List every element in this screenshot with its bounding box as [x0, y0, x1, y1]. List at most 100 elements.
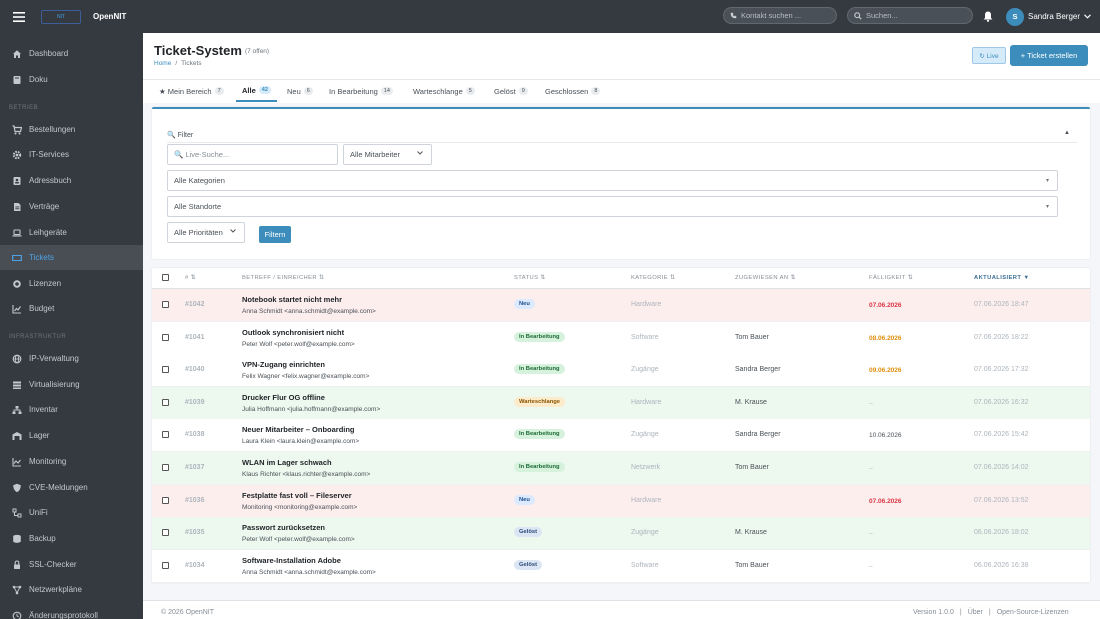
sidebar-item-inventar[interactable]: Inventar	[0, 397, 143, 422]
filter-header[interactable]: 🔍 Filter ▲	[167, 127, 1077, 143]
sidebar-item-ip-verwaltung[interactable]: IP-Verwaltung	[0, 346, 143, 371]
table-header: # ⇅ BETREFF / EINREICHER ⇅ STATUS ⇅ KATE…	[152, 268, 1090, 289]
tab-geloest[interactable]: Gelöst 9	[494, 80, 528, 102]
ticket-id[interactable]: #1040	[185, 366, 205, 374]
table-row[interactable]: #1039 Drucker Flur OG offline Julia Hoffma…	[152, 386, 1090, 420]
table-row[interactable]: #1036 Festplatte fast voll – Fileserver Mo…	[152, 484, 1090, 518]
row-checkbox[interactable]	[162, 301, 169, 308]
table-row[interactable]: #1041 Outlook synchronisiert nicht Peter W…	[152, 321, 1090, 355]
sidebar-item-unifi[interactable]: UniFi	[0, 500, 143, 525]
ticket-id[interactable]: #1034	[185, 561, 205, 569]
user-menu[interactable]: S Sandra Berger	[1006, 7, 1091, 26]
ticket-id[interactable]: #1037	[185, 464, 205, 471]
sidebar-item-aenderungsprotokoll[interactable]: Änderungsprotokoll	[0, 603, 143, 619]
column-header-updated[interactable]: AKTUALISIERT ▼	[974, 275, 1030, 281]
column-header-id[interactable]: # ⇅	[185, 275, 196, 281]
category-select[interactable]: Alle Kategorien ▾	[167, 170, 1058, 191]
sidebar-item-virtualisierung[interactable]: Virtualisierung	[0, 372, 143, 397]
column-header-assignee[interactable]: ZUGEWIESEN AN ⇅	[735, 275, 796, 281]
sidebar-item-adressbuch[interactable]: Adressbuch	[0, 168, 143, 193]
row-checkbox[interactable]	[162, 366, 169, 374]
column-header-category[interactable]: KATEGORIE ⇅	[631, 275, 676, 281]
ticket-subject[interactable]: Outlook synchronisiert nicht	[242, 327, 345, 337]
sidebar-item-lager[interactable]: Lager	[0, 423, 143, 448]
bell-icon[interactable]	[983, 11, 993, 22]
filter-button[interactable]: Filtern	[259, 226, 291, 243]
search-icon	[854, 11, 862, 20]
sidebar-item-netzwerkplaene[interactable]: Netzwerkpläne	[0, 577, 143, 602]
sidebar-item-leihgeraete[interactable]: Leihgeräte	[0, 220, 143, 245]
tab-neu[interactable]: Neu 6	[287, 80, 313, 102]
global-search-input[interactable]: Suchen...	[847, 7, 973, 24]
sidebar-item-ssl-checker[interactable]: SSL-Checker	[0, 552, 143, 577]
sidebar-item-monitoring[interactable]: Monitoring	[0, 449, 143, 474]
live-search-input[interactable]: 🔍 Live-Suche...	[167, 144, 338, 165]
sidebar-item-lizenzen[interactable]: Lizenzen	[0, 271, 143, 296]
sidebar-item-it-services[interactable]: IT-Services	[0, 142, 143, 167]
live-toggle-button[interactable]: ↻ Live	[972, 47, 1006, 64]
sidebar-item-dashboard[interactable]: Dashboard	[0, 41, 143, 66]
sidebar-item-label: IP-Verwaltung	[29, 354, 79, 363]
table-row[interactable]: #1038 Neuer Mitarbeiter – Onboarding Laura…	[152, 419, 1090, 453]
employee-select[interactable]: Alle Mitarbeiter	[343, 144, 432, 165]
tab-alle[interactable]: Alle 42	[236, 80, 277, 102]
ticket-subject[interactable]: Drucker Flur OG offline	[242, 392, 325, 402]
column-header-status[interactable]: STATUS ⇅	[514, 275, 546, 281]
ticket-subject[interactable]: Software-Installation Adobe	[242, 555, 341, 565]
table-row[interactable]: #1035 Passwort zurücksetzen Peter Wolf <pe…	[152, 517, 1090, 551]
breadcrumb-home-link[interactable]: Home	[154, 60, 172, 67]
ticket-id[interactable]: #1036	[185, 496, 205, 504]
sidebar-item-label: Verträge	[29, 202, 60, 211]
priority-select[interactable]: Alle Prioritäten	[167, 222, 245, 243]
ticket-id[interactable]: #1038	[185, 431, 205, 439]
ticket-subject[interactable]: Festplatte fast voll – Fileserver	[242, 490, 352, 500]
sidebar-item-bestellungen[interactable]: Bestellungen	[0, 117, 143, 142]
sidebar-item-tickets[interactable]: Tickets	[0, 245, 143, 270]
row-checkbox[interactable]	[162, 561, 169, 569]
ticket-id[interactable]: #1035	[185, 529, 205, 537]
footer-copyright: © 2026 OpenNIT	[161, 609, 215, 616]
footer-about-link[interactable]: Über	[967, 609, 983, 616]
row-checkbox[interactable]	[162, 333, 169, 341]
tab-in-bearbeitung[interactable]: In Bearbeitung 14	[329, 80, 393, 102]
tab-warteschlange[interactable]: Warteschlange 5	[413, 80, 475, 102]
tab-geschlossen[interactable]: Geschlossen 8	[545, 80, 601, 102]
create-ticket-button[interactable]: + Ticket erstellen	[1010, 45, 1088, 66]
ticket-subject[interactable]: VPN-Zugang einrichten	[242, 360, 325, 370]
row-checkbox[interactable]	[162, 464, 169, 471]
ticket-id[interactable]: #1041	[185, 333, 205, 341]
ticket-subject[interactable]: WLAN im Lager schwach	[242, 458, 332, 467]
ticket-id[interactable]: #1039	[185, 398, 205, 406]
table-row[interactable]: #1037 WLAN im Lager schwach Klaus Richter …	[152, 452, 1090, 485]
tab-mein-bereich[interactable]: ★ Mein Bereich 7	[159, 80, 224, 102]
sidebar-item-cve-meldungen[interactable]: CVE-Meldungen	[0, 475, 143, 500]
ticket-subject[interactable]: Neuer Mitarbeiter – Onboarding	[242, 425, 355, 435]
collapse-caret-icon[interactable]: ▲	[1064, 130, 1070, 136]
location-select[interactable]: Alle Standorte ▾	[167, 196, 1058, 217]
ticket-subject[interactable]: Notebook startet nicht mehr	[242, 295, 343, 304]
select-all-checkbox[interactable]	[162, 274, 169, 281]
contact-search-input[interactable]: Kontakt suchen ...	[723, 7, 837, 24]
row-checkbox[interactable]	[162, 496, 169, 504]
footer-licenses-link[interactable]: Open-Source-Lizenzen	[996, 609, 1069, 616]
table-row[interactable]: #1040 VPN-Zugang einrichten Felix Wagner <…	[152, 354, 1090, 388]
sidebar-item-doku[interactable]: Doku	[0, 67, 143, 92]
logo-image: NIT	[41, 9, 81, 24]
sidebar-item-backup[interactable]: Backup	[0, 526, 143, 551]
sidebar-item-vertraege[interactable]: Verträge	[0, 194, 143, 219]
row-checkbox[interactable]	[162, 431, 169, 439]
sidebar-item-budget[interactable]: Budget	[0, 296, 143, 321]
lock-icon	[12, 559, 29, 570]
table-row[interactable]: #1042 Notebook startet nicht mehr Anna Sch…	[152, 289, 1090, 322]
contact-search-placeholder: Kontakt suchen ...	[741, 11, 802, 20]
ticket-id[interactable]: #1042	[185, 301, 205, 308]
row-checkbox[interactable]	[162, 529, 169, 537]
logo[interactable]: NIT OpenNIT	[41, 9, 126, 24]
row-checkbox[interactable]	[162, 398, 169, 406]
ticket-subject[interactable]: Passwort zurücksetzen	[242, 523, 325, 533]
ticket-updated: 07.06.2026 17:32	[974, 366, 1029, 374]
column-header-due[interactable]: FÄLLIGKEIT ⇅	[869, 275, 914, 281]
column-header-subject[interactable]: BETREFF / EINREICHER ⇅	[242, 275, 325, 281]
hamburger-menu-icon[interactable]	[13, 11, 27, 22]
table-row[interactable]: #1034 Software-Installation Adobe Anna Sch…	[152, 549, 1090, 583]
